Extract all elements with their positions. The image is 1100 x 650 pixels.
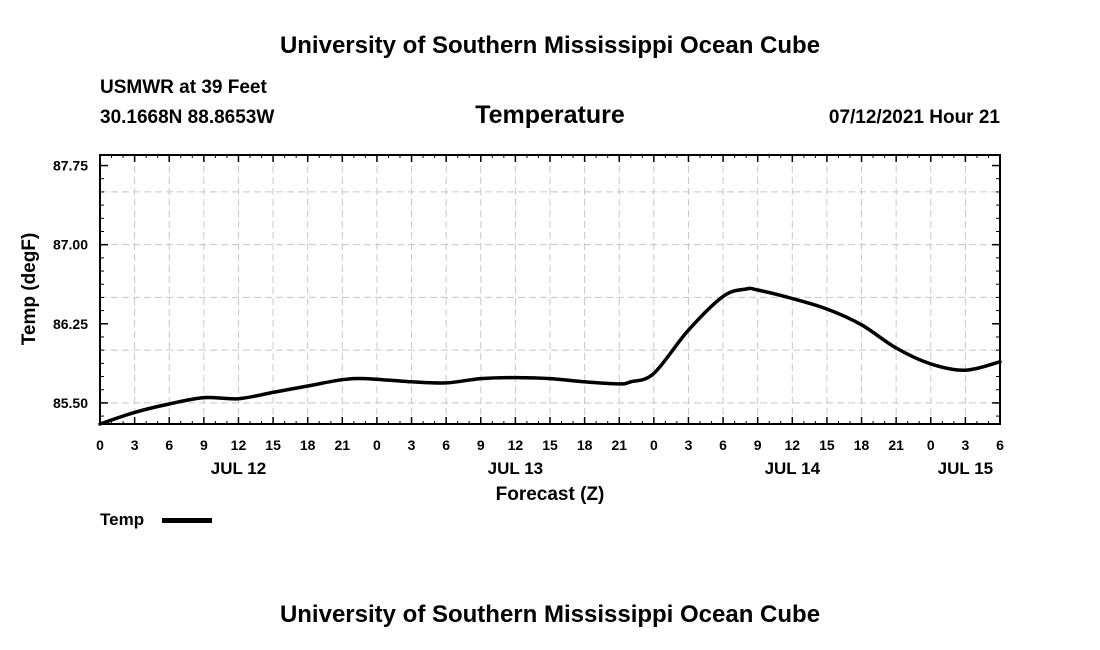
x-tick-label: 0	[927, 437, 935, 453]
x-tick-label: 21	[335, 437, 351, 453]
coordinates-label: 30.1668N 88.8653W	[100, 107, 275, 128]
y-tick-label: 85.50	[53, 395, 88, 411]
x-axis-label: Forecast (Z)	[496, 484, 605, 505]
temp-series-line	[98, 286, 1002, 426]
x-tick-label: 21	[611, 437, 627, 453]
x-tick-label: 12	[785, 437, 801, 453]
x-tick-label: 15	[542, 437, 558, 453]
x-tick-label: 9	[200, 437, 208, 453]
grid-layer	[100, 155, 1000, 424]
x-tick-label: 21	[888, 437, 904, 453]
legend-line-swatch	[162, 518, 212, 523]
bottom-title: University of Southern Mississippi Ocean…	[279, 601, 821, 628]
y-axis-label: Temp (degF)	[19, 233, 40, 346]
x-tick-label: 0	[96, 437, 104, 453]
datetime-label: 07/12/2021 Hour 21	[828, 107, 1000, 128]
x-tick-label: 6	[442, 437, 450, 453]
x-tick-label: 3	[408, 437, 416, 453]
y-tick-label: 86.25	[53, 316, 88, 332]
x-tick-label: 3	[131, 437, 139, 453]
x-tick-label: 15	[265, 437, 281, 453]
top-title: University of Southern Mississippi Ocean…	[279, 32, 821, 59]
x-tick-label: 9	[754, 437, 762, 453]
x-tick-label: 12	[231, 437, 247, 453]
x-date-label: JUL 14	[765, 459, 821, 478]
x-tick-label: 18	[300, 437, 316, 453]
station-label: USMWR at 39 Feet	[100, 77, 267, 98]
x-tick-label: 6	[996, 437, 1004, 453]
x-tick-label: 3	[685, 437, 693, 453]
x-date-label: JUL 15	[938, 459, 993, 478]
x-tick-label: 9	[477, 437, 485, 453]
chart-title: Temperature	[475, 101, 625, 129]
x-tick-label: 6	[165, 437, 173, 453]
y-tick-label: 87.75	[53, 158, 88, 174]
x-date-label: JUL 13	[488, 459, 543, 478]
x-tick-label: 12	[508, 437, 524, 453]
y-tick-label: 87.00	[53, 237, 88, 253]
x-tick-label: 15	[819, 437, 835, 453]
x-tick-label: 18	[577, 437, 593, 453]
x-date-label: JUL 12	[211, 459, 266, 478]
x-tick-label: 6	[719, 437, 727, 453]
legend-label: Temp	[100, 510, 145, 529]
x-tick-label: 3	[961, 437, 969, 453]
x-tick-label: 0	[650, 437, 658, 453]
plot-frame	[99, 154, 1001, 425]
x-tick-label: 0	[373, 437, 381, 453]
x-tick-label: 18	[854, 437, 870, 453]
